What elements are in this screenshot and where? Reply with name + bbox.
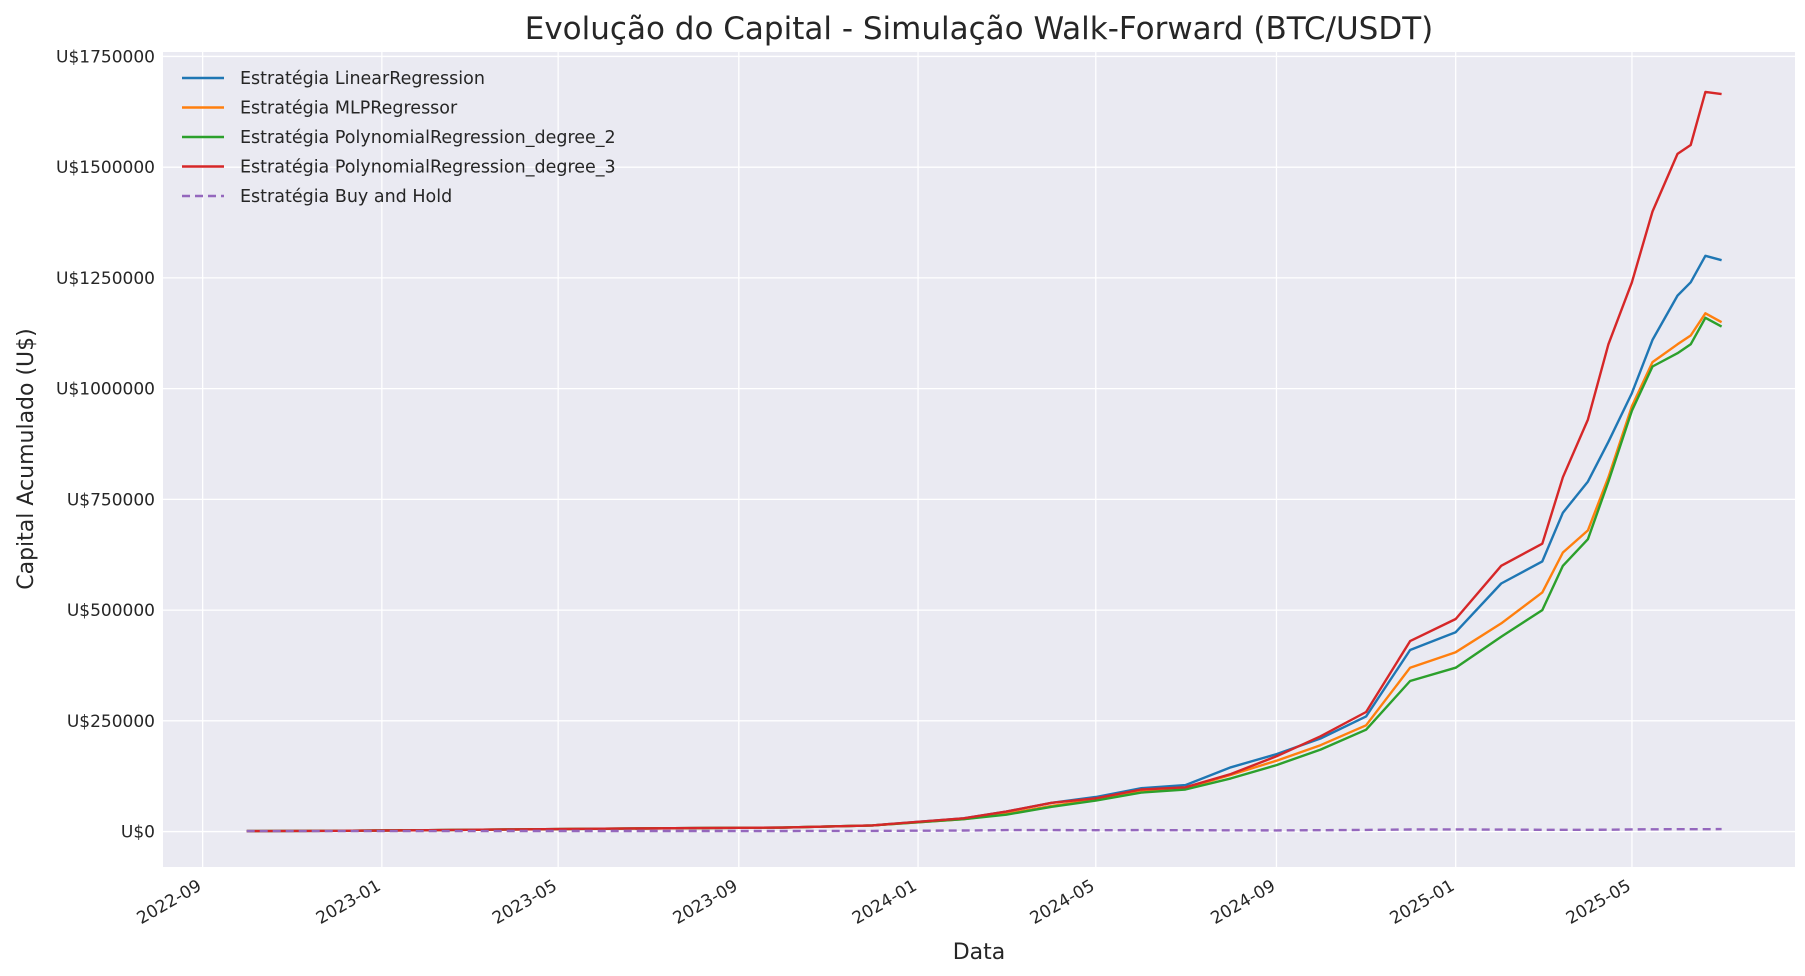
plot-area	[163, 52, 1795, 867]
legend-label: Estratégia MLPRegressor	[240, 99, 458, 119]
y-tick-label: U$750000	[67, 490, 155, 510]
grid-lines	[163, 52, 1795, 867]
y-tick-label: U$1250000	[56, 269, 155, 289]
legend-label: Estratégia PolynomialRegression_degree_2	[240, 128, 616, 148]
chart-title: Evolução do Capital - Simulação Walk-For…	[525, 11, 1434, 47]
legend: Estratégia LinearRegression Estratégia ML…	[182, 69, 616, 207]
y-tick-labels: U$0 U$250000 U$500000 U$750000 U$1000000 U$12…	[56, 47, 155, 842]
legend-label: Estratégia LinearRegression	[240, 69, 485, 89]
x-tick-label: 2025-01	[1387, 876, 1459, 929]
series-lines	[246, 90, 1723, 833]
series-line-4	[246, 827, 1722, 833]
x-axis-label: Data	[953, 940, 1006, 965]
x-tick-label: 2023-05	[489, 876, 561, 929]
x-tick-label: 2024-01	[849, 876, 921, 929]
y-tick-label: U$0	[121, 823, 155, 843]
y-tick-label: U$1500000	[56, 158, 155, 178]
x-tick-label: 2025-05	[1563, 876, 1635, 929]
x-tick-label: 2024-09	[1207, 876, 1279, 929]
y-tick-label: U$500000	[67, 601, 155, 621]
series-line-3	[246, 90, 1722, 833]
y-tick-label: U$1000000	[56, 380, 155, 400]
legend-label: Estratégia Buy and Hold	[240, 187, 452, 207]
legend-label: Estratégia PolynomialRegression_degree_3	[240, 158, 616, 178]
x-tick-label: 2022-09	[134, 876, 206, 929]
y-tick-label: U$250000	[67, 712, 155, 732]
x-tick-labels: 2022-09 2023-01 2023-05 2023-09 2024-01 2024-…	[134, 876, 1635, 929]
x-tick-label: 2023-01	[313, 876, 385, 929]
y-axis-label: Capital Acumulado (U$)	[14, 328, 39, 590]
x-tick-label: 2023-09	[670, 876, 742, 929]
x-tick-label: 2024-05	[1027, 876, 1099, 929]
y-tick-label: U$1750000	[56, 47, 155, 67]
